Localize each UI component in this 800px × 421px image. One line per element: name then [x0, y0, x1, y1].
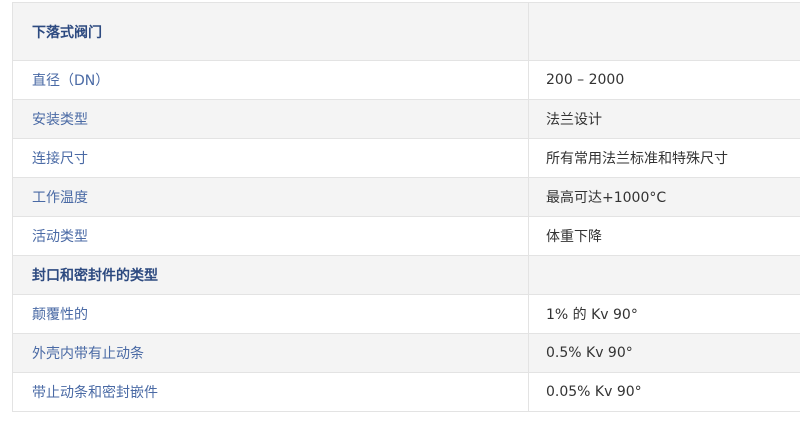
row-label: 活动类型 [12, 216, 529, 256]
section-header-row: 封口和密封件的类型 [12, 255, 800, 295]
table-row: 连接尺寸 所有常用法兰标准和特殊尺寸 [12, 138, 800, 178]
section-label: 封口和密封件的类型 [12, 255, 529, 295]
table-row: 活动类型 体重下降 [12, 216, 800, 256]
row-label: 安装类型 [12, 99, 529, 139]
table-row: 带止动条和密封嵌件 0.05% Kv 90° [12, 372, 800, 412]
table-header-row: 下落式阀门 [12, 2, 800, 61]
table-row: 直径（DN） 200 – 2000 [12, 60, 800, 100]
table-row: 外壳内带有止动条 0.5% Kv 90° [12, 333, 800, 373]
header-value [528, 2, 800, 61]
header-label: 下落式阀门 [12, 2, 529, 61]
row-label: 工作温度 [12, 177, 529, 217]
row-label: 连接尺寸 [12, 138, 529, 178]
row-label: 颠覆性的 [12, 294, 529, 334]
row-value: 0.5% Kv 90° [528, 333, 800, 373]
row-label: 带止动条和密封嵌件 [12, 372, 529, 412]
row-value: 200 – 2000 [528, 60, 800, 100]
valve-spec-table: 下落式阀门 直径（DN） 200 – 2000 安装类型 法兰设计 连接尺寸 所有常用… [12, 2, 800, 412]
row-label: 外壳内带有止动条 [12, 333, 529, 373]
row-value: 所有常用法兰标准和特殊尺寸 [528, 138, 800, 178]
row-value: 体重下降 [528, 216, 800, 256]
row-value: 法兰设计 [528, 99, 800, 139]
row-value: 最高可达+1000°C [528, 177, 800, 217]
table-row: 颠覆性的 1% 的 Kv 90° [12, 294, 800, 334]
row-value: 1% 的 Kv 90° [528, 294, 800, 334]
row-label: 直径（DN） [12, 60, 529, 100]
row-value: 0.05% Kv 90° [528, 372, 800, 412]
table-row: 安装类型 法兰设计 [12, 99, 800, 139]
section-value [528, 255, 800, 295]
table-row: 工作温度 最高可达+1000°C [12, 177, 800, 217]
